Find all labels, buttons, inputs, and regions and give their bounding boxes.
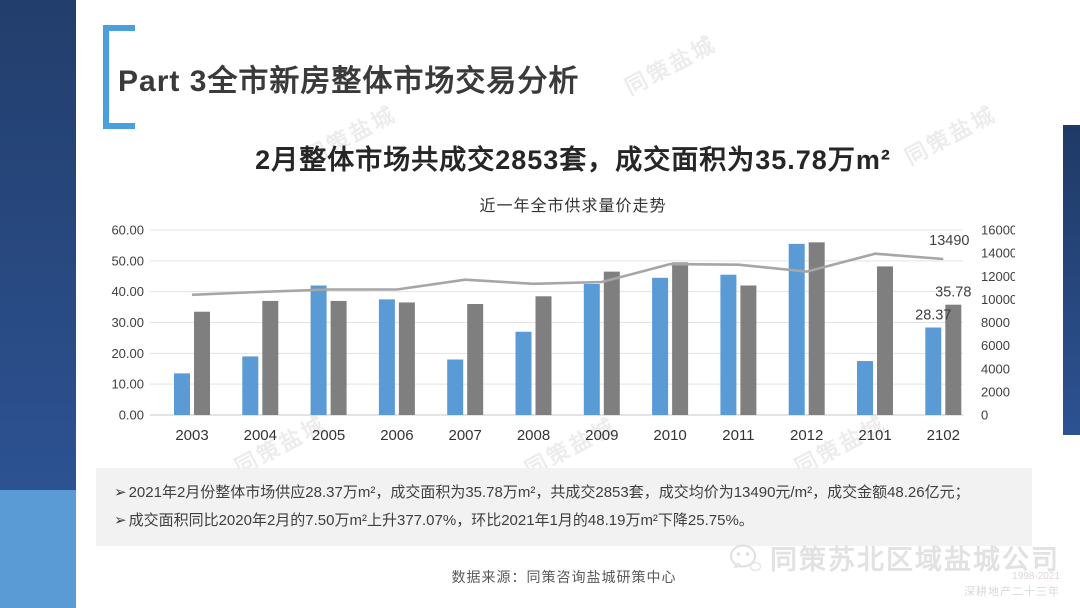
company-slogan-text: 深耕地产二十三年 xyxy=(728,583,1060,599)
data-label: 13490 xyxy=(929,233,969,249)
bar xyxy=(720,275,736,415)
bar xyxy=(857,361,873,415)
left-axis-tick: 0.00 xyxy=(119,408,144,423)
x-axis-label: 2004 xyxy=(244,427,277,444)
note-text-2: 成交面积同比2020年2月的7.50万m²上升377.07%，环比2021年1月… xyxy=(129,512,754,529)
x-axis-label: 2011 xyxy=(722,427,754,444)
x-axis-label: 2006 xyxy=(380,427,413,444)
supply-bars xyxy=(174,244,941,415)
x-axis-label: 2012 xyxy=(790,427,823,444)
left-sidebar-light-bar xyxy=(0,490,76,608)
bar xyxy=(536,296,552,415)
x-axis-label: 2010 xyxy=(653,427,686,444)
bar xyxy=(877,266,893,415)
x-axis-label: 2008 xyxy=(517,427,550,444)
bar xyxy=(399,302,415,415)
bar xyxy=(467,304,483,415)
bar xyxy=(652,278,668,415)
deal-bars xyxy=(194,242,961,415)
right-axis-tick: 10000 xyxy=(981,292,1015,307)
left-axis-tick: 40.00 xyxy=(111,284,144,299)
x-axis-label: 2101 xyxy=(858,427,891,444)
bar xyxy=(516,332,532,415)
right-axis-tick: 12000 xyxy=(981,269,1015,284)
note-line-1: ➢2021年2月份整体市场供应28.37万m²，成交面积为35.78万m²，共成… xyxy=(114,479,1014,507)
note-text-1: 2021年2月份整体市场供应28.37万m²，成交面积为35.78万m²，共成交… xyxy=(129,484,970,501)
bar xyxy=(604,272,620,415)
left-axis-tick: 60.00 xyxy=(111,223,144,238)
left-axis-tick: 20.00 xyxy=(111,346,144,361)
bar xyxy=(447,360,463,416)
data-label: 28.37 xyxy=(915,308,951,324)
right-axis-tick: 4000 xyxy=(981,361,1010,376)
company-watermark: 同策苏北区域盐城公司 1998-2021 深耕地产二十三年 xyxy=(728,538,1060,599)
x-axis-label: 2003 xyxy=(175,427,208,444)
bullet-arrow-icon: ➢ xyxy=(114,484,127,501)
left-axis-tick: 30.00 xyxy=(111,315,144,330)
watermark-tile: 同策盐城 xyxy=(618,26,721,101)
data-label: 35.78 xyxy=(935,285,971,301)
price-trend-line xyxy=(192,254,943,295)
left-axis-tick: 10.00 xyxy=(111,377,144,392)
note-line-2: ➢成交面积同比2020年2月的7.50万m²上升377.07%，环比2021年1… xyxy=(114,507,1014,535)
left-sidebar-dark-bar xyxy=(0,0,76,490)
right-axis-tick: 16000 xyxy=(981,223,1015,238)
right-axis-tick: 14000 xyxy=(981,246,1015,261)
bar xyxy=(331,301,347,415)
bar xyxy=(194,312,210,415)
bar xyxy=(174,373,190,415)
chart-title: 近一年全市供求量价走势 xyxy=(76,192,1070,216)
right-axis-tick: 0 xyxy=(981,408,988,423)
x-axis-label: 2009 xyxy=(585,427,618,444)
left-axis-tick: 50.00 xyxy=(111,253,144,268)
bar xyxy=(311,286,327,416)
slide-subtitle: 2月整体市场共成交2853套，成交面积为35.78万m² xyxy=(76,138,1070,177)
x-axis-label: 2005 xyxy=(312,427,345,444)
bar xyxy=(242,356,258,415)
bar xyxy=(379,299,395,415)
bar xyxy=(925,328,941,415)
right-axis-tick: 8000 xyxy=(981,315,1010,330)
x-axis-label: 2102 xyxy=(927,427,960,444)
supply-demand-price-chart: 60.00 50.00 40.00 30.00 20.00 10.00 0.00 16000 1… xyxy=(105,222,1015,462)
summary-notes-panel: ➢2021年2月份整体市场供应28.37万m²，成交面积为35.78万m²，共成… xyxy=(96,468,1032,546)
right-axis-tick: 2000 xyxy=(981,384,1010,399)
bar xyxy=(584,284,600,415)
right-axis-tick: 6000 xyxy=(981,338,1010,353)
bar xyxy=(740,286,756,416)
wechat-icon xyxy=(728,543,762,573)
bar xyxy=(672,262,688,415)
bullet-arrow-icon: ➢ xyxy=(114,512,127,529)
x-axis-label: 2007 xyxy=(449,427,482,444)
bar xyxy=(262,301,278,415)
page-title: Part 3全市新房整体市场交易分析 xyxy=(118,56,579,100)
